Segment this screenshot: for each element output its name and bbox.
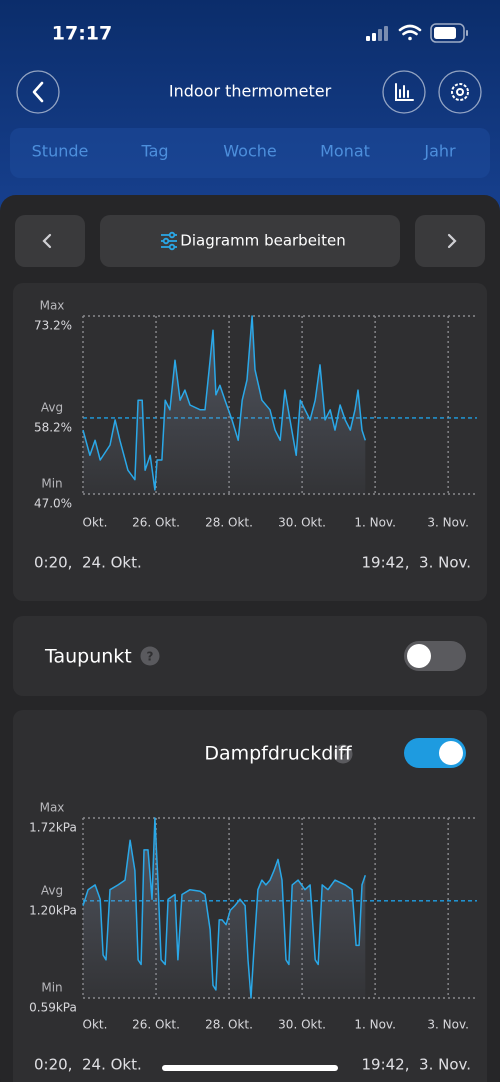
y-tick-title: Min: [41, 981, 62, 995]
tab[interactable]: Stunde: [32, 142, 89, 161]
edit-button[interactable]: [100, 215, 400, 267]
x-tick-label: 26. Okt.: [132, 516, 180, 530]
tabs: Stunde Tag Woche Monat Jahr: [32, 142, 456, 161]
prev-button[interactable]: [15, 215, 85, 267]
tab[interactable]: Jahr: [423, 142, 456, 161]
svg-text:?: ?: [147, 650, 154, 664]
range-start: 0:20, 24. Okt.: [34, 554, 142, 572]
y-tick-label: 47.0%: [34, 497, 72, 511]
signal-icon: [366, 26, 388, 41]
toggle-knob: [439, 741, 463, 765]
tab[interactable]: Monat: [320, 142, 370, 161]
x-tick-label: 28. Okt.: [205, 516, 253, 530]
y-tick-title: Avg: [41, 883, 63, 897]
x-tick-label: Okt.: [83, 1018, 108, 1032]
header-title: Indoor thermometer: [169, 82, 332, 101]
y-tick-label: 0.59kPa: [29, 1001, 77, 1015]
tab[interactable]: Woche: [223, 142, 276, 161]
settings-button[interactable]: [438, 70, 482, 114]
y-tick-label: 1.20kPa: [29, 903, 77, 917]
header-bg: [0, 0, 500, 215]
clock: 17:17: [52, 23, 112, 45]
x-tick-label: Okt.: [83, 516, 108, 530]
y-tick-label: 58.2%: [34, 420, 72, 434]
edit-icon: [161, 231, 177, 251]
back-button[interactable]: [16, 70, 60, 114]
help-icon[interactable]: ?: [140, 646, 160, 666]
range-end: 19:42, 3. Nov.: [362, 1056, 472, 1074]
toggle-card: [13, 616, 487, 696]
range-end: 19:42, 3. Nov.: [362, 554, 472, 572]
line: [82, 817, 367, 999]
x-tick-label: 3. Nov.: [427, 516, 469, 530]
edit-label: Diagramm bearbeiten: [180, 232, 345, 250]
prev-icon: [42, 233, 52, 249]
x-tick-label: 1. Nov.: [354, 516, 396, 530]
stats-button[interactable]: [382, 70, 426, 114]
x-tick-label: 30. Okt.: [278, 516, 326, 530]
dynamic: Taupunkt Dampfdruckdiff Min 47.0% Avg 58.2% Ma…: [29, 299, 477, 1074]
x-tick-label: 30. Okt.: [278, 1018, 326, 1032]
toggle-label: Taupunkt: [44, 646, 132, 668]
tab-bar: [10, 128, 490, 178]
x-tick-label: 28. Okt.: [205, 1018, 253, 1032]
toggle-label: Dampfdruckdiff: [204, 743, 352, 765]
y-tick-label: 73.2%: [34, 319, 72, 333]
x-tick-label: 26. Okt.: [132, 1018, 180, 1032]
y-tick-title: Max: [40, 801, 65, 815]
svg-text:?: ?: [340, 748, 347, 762]
y-tick-label: 1.72kPa: [29, 821, 77, 835]
y-tick-title: Avg: [41, 400, 63, 414]
next-icon: [447, 233, 457, 249]
tab[interactable]: Tag: [140, 142, 168, 161]
line: [82, 315, 367, 491]
y-tick-title: Min: [41, 477, 62, 491]
y-tick-title: Max: [40, 299, 65, 313]
battery-icon: [430, 23, 468, 43]
home-indicator: [162, 1065, 338, 1071]
x-tick-label: 3. Nov.: [427, 1018, 469, 1032]
wifi-icon: [398, 24, 422, 41]
help-icon[interactable]: ?: [333, 744, 353, 764]
toggle-knob: [407, 644, 431, 668]
next-button[interactable]: [415, 215, 485, 267]
range-start: 0:20, 24. Okt.: [34, 1056, 142, 1074]
x-tick-label: 1. Nov.: [354, 1018, 396, 1032]
